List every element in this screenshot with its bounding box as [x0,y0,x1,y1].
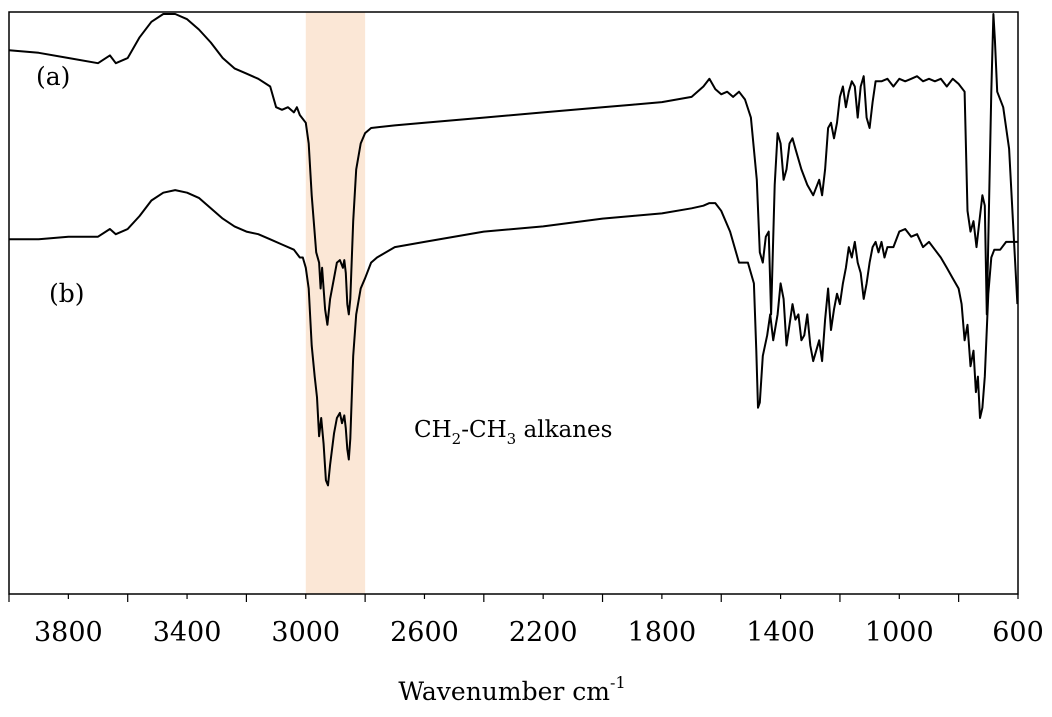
annotation-sub-3: 3 [507,430,517,448]
x-tick-label: 3800 [34,617,103,648]
plot-area-frame [8,11,1019,595]
series-line-b [9,189,1018,487]
x-axis-title: Wavenumber cm-1 [398,673,625,706]
x-axis-title-superscript: -1 [610,673,626,692]
highlight-band-ch-alkanes [305,12,366,594]
x-axis-ticks: 3800 3400 3000 2600 2200 1800 1400 1000 600 [8,594,1044,648]
x-tick-label: 1800 [628,617,697,648]
x-tick-label: 1400 [746,617,815,648]
x-tick-label: 2600 [390,617,459,648]
annotation-sub-2: 2 [452,430,462,448]
x-tick-label: 1000 [865,617,934,648]
annotation-ch-alkanes: CH2-CH3 alkanes [414,417,612,448]
annotation-part-alkanes: alkanes [516,417,612,443]
x-tick-label: 3000 [271,617,340,648]
series-label-a: (a) [36,62,70,91]
x-tick-label: 600 [992,617,1044,648]
annotation-part-ch3: -CH [461,417,506,443]
x-axis-title-text: Wavenumber cm [398,677,610,706]
x-tick-label: 2200 [509,617,578,648]
series-line-a [8,13,1019,326]
series-label-b: (b) [49,279,85,308]
x-tick-label: 3400 [153,617,222,648]
series-layer [8,13,1019,487]
annotation-part-ch: CH [414,417,452,443]
